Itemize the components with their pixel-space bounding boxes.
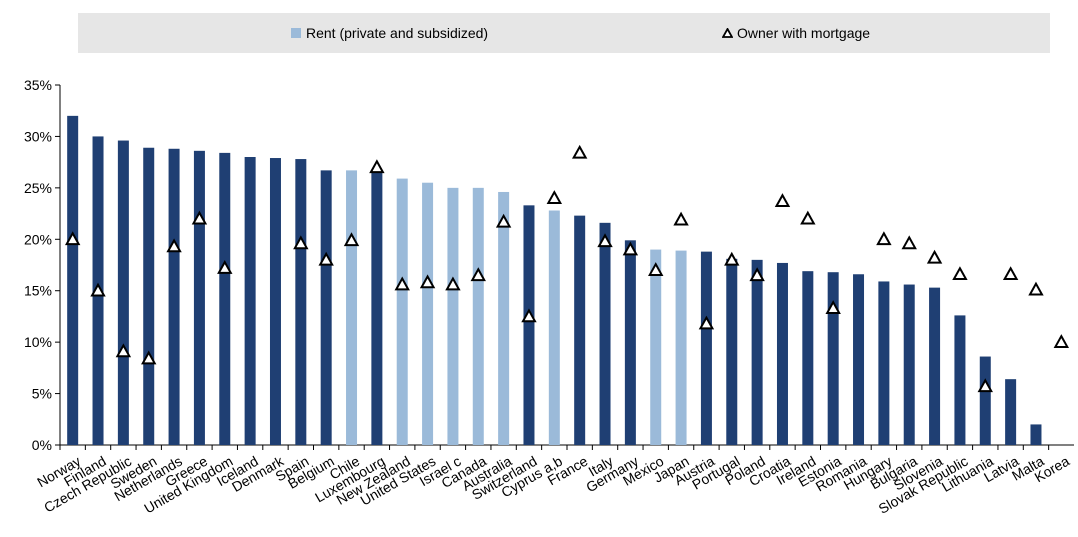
marker-triangle — [1053, 334, 1070, 348]
marker-triangle — [445, 276, 461, 291]
legend-label-rent: Rent (private and subsidized) — [306, 25, 489, 41]
y-tick-label: 10% — [24, 334, 52, 350]
marker-triangle — [470, 267, 486, 282]
bar — [1030, 424, 1042, 445]
marker-triangle — [1028, 281, 1044, 296]
marker-triangle — [343, 232, 360, 247]
marker-triangle — [901, 235, 917, 250]
bar — [954, 315, 966, 445]
bar — [827, 272, 839, 445]
bar — [396, 178, 408, 445]
bar — [574, 215, 586, 445]
bar — [295, 159, 307, 446]
bar — [878, 281, 890, 445]
bar — [726, 258, 738, 445]
bar — [346, 170, 358, 445]
bar — [979, 356, 991, 445]
y-tick-label: 35% — [24, 77, 52, 93]
marker-triangle — [749, 267, 765, 282]
legend: Rent (private and subsidized) Owner with… — [78, 13, 1050, 53]
marker-triangle — [394, 276, 410, 291]
marker-triangle — [952, 266, 968, 281]
bar — [624, 240, 636, 445]
bar — [751, 259, 763, 445]
bar — [143, 147, 155, 445]
marker-triangle — [825, 300, 841, 314]
bar — [675, 250, 687, 445]
marker-triangle — [622, 241, 639, 256]
marker-triangle — [495, 213, 512, 228]
marker-triangle — [698, 315, 715, 330]
marker-triangle — [926, 249, 943, 264]
bar — [269, 158, 281, 445]
bar — [650, 249, 662, 445]
bar — [853, 274, 865, 445]
marker-triangle — [293, 235, 309, 250]
legend-swatch-rent — [291, 28, 301, 38]
bar — [802, 271, 814, 445]
y-tick-label: 25% — [24, 180, 52, 196]
bar — [472, 187, 484, 445]
triangle-icon — [722, 28, 733, 38]
bar — [498, 191, 510, 445]
marker-triangle — [977, 378, 993, 393]
legend-item-rent: Rent (private and subsidized) — [291, 25, 488, 41]
y-tick-label: 30% — [24, 128, 52, 144]
bar — [1005, 379, 1017, 445]
bar — [244, 157, 256, 445]
bar — [320, 170, 332, 445]
marker-triangle — [774, 193, 791, 208]
bar — [67, 115, 79, 445]
marker-triangle — [419, 274, 436, 289]
y-tick-label: 0% — [32, 437, 52, 453]
marker-triangle — [90, 282, 106, 297]
bar — [447, 187, 459, 445]
bar — [929, 287, 941, 445]
marker-triangle — [546, 190, 563, 204]
marker-triangle — [318, 251, 334, 266]
legend-item-owner: Owner with mortgage — [722, 25, 870, 41]
bar — [776, 262, 788, 445]
marker-triangle — [800, 210, 816, 225]
marker-triangle — [115, 343, 132, 358]
y-tick-label: 20% — [24, 231, 52, 247]
marker-triangle — [191, 210, 208, 225]
bar — [903, 284, 915, 445]
bar — [599, 222, 611, 445]
bar — [523, 205, 535, 445]
marker-triangle — [64, 231, 81, 246]
bar — [371, 172, 383, 445]
bar — [548, 210, 560, 445]
marker-triangle — [217, 260, 233, 274]
marker-triangle — [648, 262, 664, 276]
marker-triangle — [369, 159, 385, 174]
marker-triangle — [141, 350, 157, 365]
marker-triangle — [724, 251, 740, 266]
marker-triangle — [876, 231, 892, 246]
bar — [168, 148, 180, 445]
legend-label-owner: Owner with mortgage — [737, 25, 871, 41]
y-tick-label: 5% — [32, 386, 52, 402]
marker-triangle — [597, 233, 613, 248]
marker-triangle — [571, 144, 588, 159]
bar — [700, 251, 712, 445]
bar — [117, 140, 129, 446]
bar — [422, 182, 434, 445]
marker-triangle — [166, 238, 182, 253]
marker-triangle — [673, 211, 689, 226]
marker-triangle — [1002, 266, 1019, 281]
bar — [193, 150, 205, 446]
bar — [219, 152, 231, 445]
marker-triangle — [521, 308, 537, 323]
y-tick-label: 15% — [24, 283, 52, 299]
